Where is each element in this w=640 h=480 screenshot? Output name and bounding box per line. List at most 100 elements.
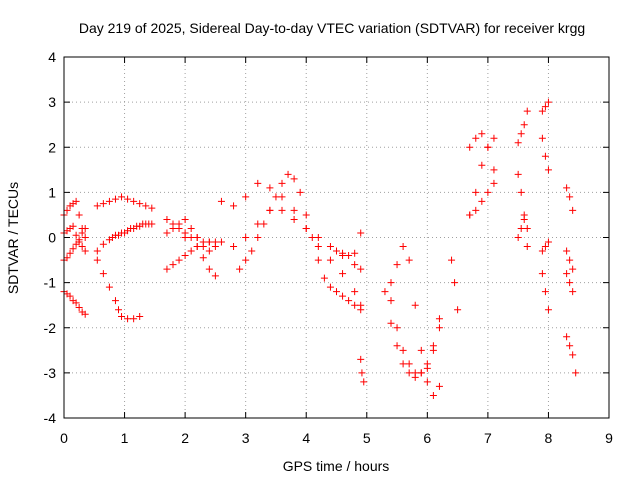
data-point <box>357 265 365 273</box>
data-point <box>320 274 328 282</box>
data-point <box>296 188 304 196</box>
data-point <box>339 292 347 300</box>
data-point <box>169 220 177 228</box>
data-series <box>60 98 580 399</box>
data-point <box>357 355 365 363</box>
data-point <box>187 224 195 232</box>
data-point <box>217 197 225 205</box>
data-point <box>230 243 238 251</box>
data-point <box>514 170 522 178</box>
data-point <box>136 200 144 208</box>
x-tick-label: 9 <box>605 430 613 446</box>
series-arc-5 <box>93 193 156 212</box>
data-point <box>78 229 86 237</box>
data-point <box>105 197 113 205</box>
data-point <box>118 193 126 201</box>
data-point <box>520 121 528 129</box>
data-point <box>351 261 359 269</box>
data-point <box>72 299 80 307</box>
data-point <box>566 256 574 264</box>
data-point <box>490 166 498 174</box>
data-point <box>290 175 298 183</box>
data-point <box>339 249 347 257</box>
x-tick-label: 6 <box>423 430 431 446</box>
data-point <box>411 301 419 309</box>
data-point <box>314 256 322 264</box>
y-tick-label: 0 <box>48 230 56 246</box>
data-point <box>423 378 431 386</box>
data-point <box>405 369 413 377</box>
data-point <box>393 342 401 350</box>
data-point <box>69 245 77 253</box>
data-point <box>63 254 71 262</box>
data-point <box>417 346 425 354</box>
data-point <box>538 107 546 115</box>
data-point <box>326 256 334 264</box>
series-arc-25 <box>514 170 531 232</box>
series-arc-34 <box>563 333 580 377</box>
y-tick-label: 2 <box>48 139 56 155</box>
data-point <box>393 261 401 269</box>
data-point <box>99 240 107 248</box>
data-point <box>242 256 250 264</box>
series-arc-19 <box>387 315 443 381</box>
data-point <box>266 184 274 192</box>
data-point <box>254 179 262 187</box>
data-point <box>163 229 171 237</box>
data-point <box>454 306 462 314</box>
data-point <box>538 134 546 142</box>
data-point <box>115 231 122 239</box>
data-point <box>523 224 531 232</box>
data-point <box>517 130 525 138</box>
data-point <box>121 229 129 237</box>
data-point <box>517 188 525 196</box>
data-point <box>199 238 207 246</box>
data-point <box>484 188 492 196</box>
data-point <box>357 306 365 314</box>
data-point <box>393 324 401 332</box>
data-point <box>333 247 340 255</box>
y-tick-label: -3 <box>44 365 57 381</box>
data-point <box>569 206 577 214</box>
series-arc-10 <box>163 238 219 273</box>
data-point <box>399 243 407 251</box>
series-arc-13 <box>217 179 365 309</box>
data-point <box>266 206 274 214</box>
series-arc-29 <box>538 270 552 314</box>
series-arc-2 <box>60 197 89 241</box>
series-arc-30 <box>538 238 552 255</box>
data-point <box>538 247 546 255</box>
data-point <box>93 247 101 255</box>
data-point <box>272 193 280 201</box>
x-tick-label: 7 <box>484 430 492 446</box>
data-point <box>569 288 577 296</box>
x-tick-label: 1 <box>121 430 129 446</box>
data-point <box>181 252 189 260</box>
y-tick-label: -2 <box>44 320 57 336</box>
data-point <box>72 231 80 239</box>
series-arc-28 <box>538 134 552 174</box>
data-point <box>284 170 292 178</box>
series-arc-14 <box>236 170 365 314</box>
data-point <box>345 252 353 260</box>
data-point <box>75 238 83 246</box>
data-point <box>105 283 113 291</box>
x-tick-label: 2 <box>181 430 189 446</box>
data-point <box>111 195 119 203</box>
series-arc-18 <box>387 297 443 377</box>
data-point <box>523 107 531 115</box>
data-point <box>314 234 322 241</box>
x-tick-label: 4 <box>302 430 310 446</box>
data-point <box>351 301 359 309</box>
data-point <box>358 369 366 377</box>
data-point <box>66 249 74 257</box>
series-arc-17 <box>381 243 443 399</box>
data-point <box>75 211 83 219</box>
data-point <box>541 288 549 296</box>
data-point <box>254 220 262 228</box>
series-arc-1 <box>60 288 89 318</box>
data-point <box>381 288 389 296</box>
data-point <box>411 373 419 381</box>
data-point <box>405 256 413 264</box>
data-point <box>175 224 183 232</box>
